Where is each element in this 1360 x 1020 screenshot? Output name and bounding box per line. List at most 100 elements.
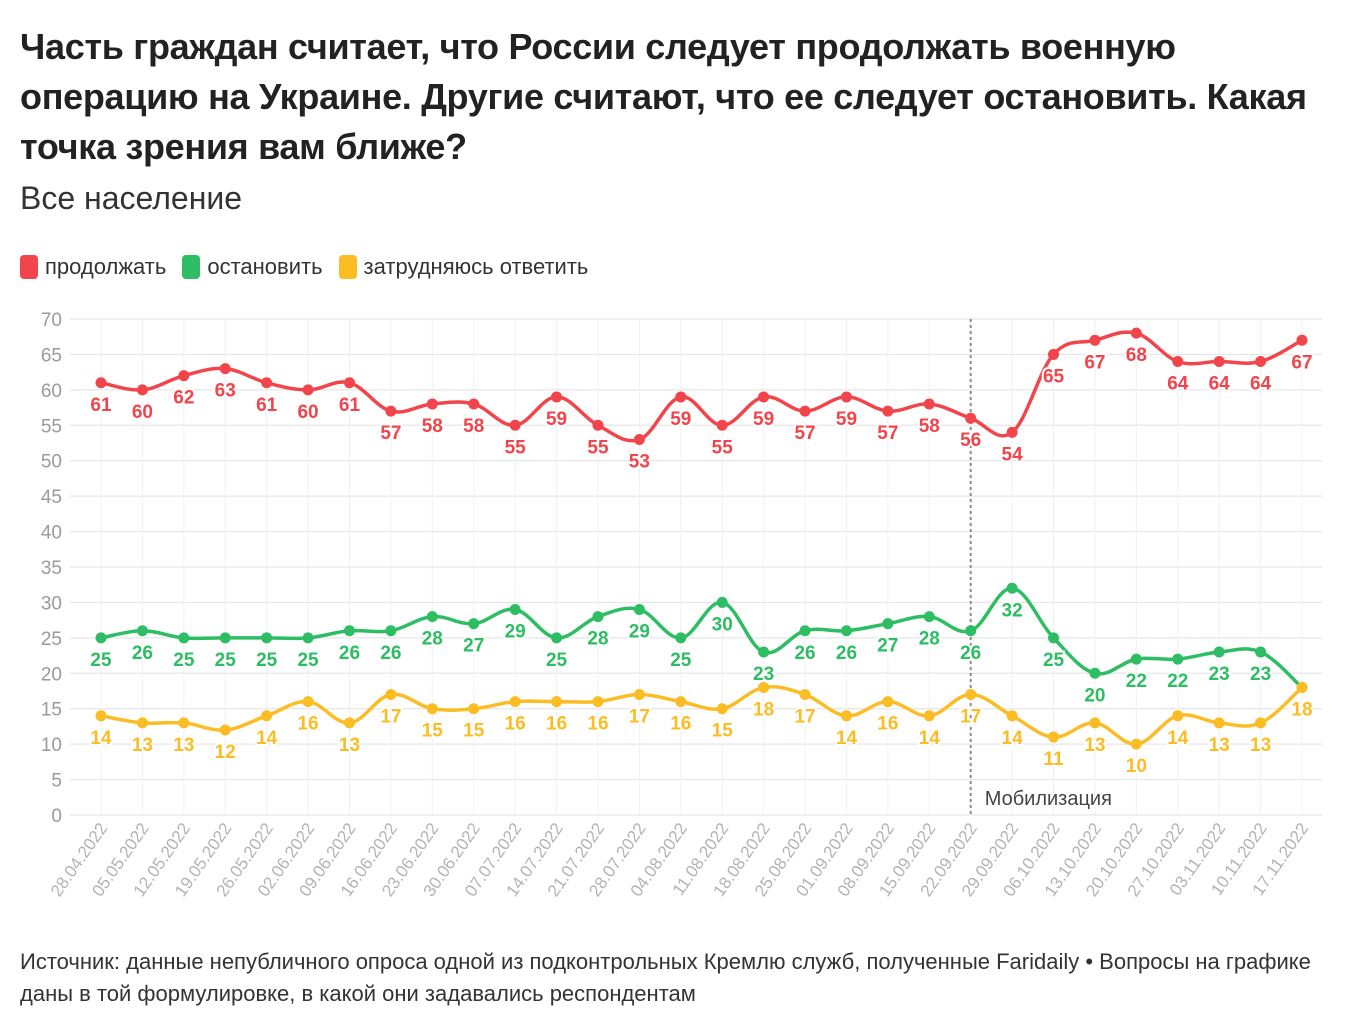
- data-label-continue: 57: [877, 423, 898, 444]
- data-point-undecided: [882, 696, 894, 708]
- data-point-continue: [840, 391, 852, 403]
- data-point-stop: [592, 611, 604, 623]
- data-label-continue: 57: [794, 423, 815, 444]
- data-label-continue: 65: [1043, 366, 1065, 387]
- y-tick-label: 30: [41, 593, 62, 614]
- data-label-undecided: 12: [215, 742, 236, 763]
- data-point-stop: [1089, 667, 1101, 679]
- data-label-undecided: 17: [629, 707, 650, 728]
- data-label-undecided: 16: [505, 714, 526, 735]
- data-label-stop: 26: [132, 643, 153, 664]
- data-point-continue: [178, 370, 190, 382]
- data-label-undecided: 11: [1043, 749, 1064, 770]
- data-point-stop: [426, 611, 438, 623]
- data-label-stop: 25: [215, 650, 237, 671]
- y-tick-label: 5: [51, 771, 62, 792]
- data-label-continue: 67: [1291, 352, 1312, 373]
- data-point-undecided: [219, 724, 231, 736]
- data-point-stop: [302, 632, 314, 644]
- data-point-undecided: [1048, 731, 1060, 743]
- data-label-undecided: 14: [90, 728, 112, 749]
- data-point-undecided: [840, 710, 852, 722]
- data-label-undecided: 18: [753, 699, 774, 720]
- data-point-stop: [882, 618, 894, 630]
- data-label-undecided: 16: [670, 714, 691, 735]
- data-point-stop: [1172, 653, 1184, 665]
- data-point-undecided: [923, 710, 935, 722]
- data-point-continue: [592, 419, 604, 431]
- data-point-undecided: [178, 717, 190, 729]
- data-label-stop: 25: [1043, 650, 1065, 671]
- data-label-continue: 59: [670, 409, 691, 430]
- y-tick-label: 20: [41, 664, 62, 685]
- y-tick-label: 10: [41, 735, 62, 756]
- data-label-undecided: 16: [546, 714, 567, 735]
- data-label-continue: 64: [1209, 374, 1231, 395]
- legend-swatch-stop: [182, 255, 201, 279]
- legend-label-stop: остановить: [207, 254, 323, 279]
- series-stop: 25 26 25 25 25 25 26 26 28 27 29 25 28 29 25 30 23 26 26 27…: [88, 582, 1315, 722]
- data-point-continue: [302, 384, 314, 396]
- data-point-continue: [799, 405, 811, 417]
- data-label-undecided: 13: [132, 735, 153, 756]
- data-point-continue: [1255, 356, 1267, 368]
- data-point-continue: [1296, 334, 1308, 346]
- data-point-stop: [716, 596, 728, 608]
- data-label-undecided: 17: [960, 707, 981, 728]
- data-label-continue: 59: [836, 409, 857, 430]
- chart-subtitle: Все население: [20, 180, 243, 216]
- data-point-continue: [965, 412, 977, 424]
- data-point-continue: [1172, 356, 1184, 368]
- data-point-stop: [923, 611, 935, 623]
- y-tick-label: 25: [41, 629, 62, 650]
- data-point-continue: [551, 391, 563, 403]
- data-point-undecided: [95, 710, 107, 722]
- y-tick-label: 60: [41, 381, 62, 402]
- data-point-stop: [1255, 646, 1267, 658]
- data-point-continue: [1130, 327, 1142, 339]
- data-point-continue: [1089, 334, 1101, 346]
- data-point-continue: [882, 405, 894, 417]
- data-label-stop: 18: [1291, 699, 1312, 720]
- data-label-continue: 59: [546, 409, 567, 430]
- data-point-undecided: [551, 696, 563, 708]
- y-axis: 0 5 10 15 20 25 30 35 40 45 50 55 60 65 70: [41, 310, 62, 827]
- data-label-undecided: 14: [919, 728, 941, 749]
- data-label-undecided: 13: [1250, 735, 1271, 756]
- data-point-undecided: [136, 717, 148, 729]
- data-point-undecided: [1089, 717, 1101, 729]
- y-tick-label: 70: [41, 310, 62, 331]
- data-point-stop: [758, 646, 770, 658]
- line-chart: 0 5 10 15 20 25 30 35 40 45 50 55 60 65 70 28.04.20220…: [41, 310, 1322, 900]
- data-label-stop: 28: [919, 629, 940, 650]
- data-label-undecided: 18: [1291, 699, 1312, 720]
- data-label-undecided: 16: [297, 714, 318, 735]
- data-point-stop: [261, 632, 273, 644]
- y-tick-label: 65: [41, 345, 62, 366]
- data-label-undecided: 10: [1126, 756, 1147, 777]
- data-point-stop: [509, 604, 521, 616]
- data-point-undecided: [675, 696, 687, 708]
- data-label-stop: 27: [463, 636, 484, 657]
- data-label-stop: 29: [505, 622, 526, 643]
- data-label-continue: 61: [90, 395, 112, 416]
- data-point-undecided: [965, 689, 977, 701]
- data-label-continue: 53: [629, 451, 650, 472]
- data-label-stop: 26: [794, 643, 815, 664]
- annotations: Мобилизация: [969, 319, 1112, 815]
- data-point-undecided: [509, 696, 521, 708]
- data-label-continue: 68: [1126, 345, 1147, 366]
- data-label-stop: 25: [90, 650, 112, 671]
- data-label-continue: 55: [712, 437, 734, 458]
- data-label-continue: 60: [297, 402, 318, 423]
- data-point-undecided: [1172, 710, 1184, 722]
- data-label-continue: 58: [422, 416, 443, 437]
- data-point-stop: [1130, 653, 1142, 665]
- data-point-undecided: [1130, 738, 1142, 750]
- data-label-stop: 25: [173, 650, 195, 671]
- series: 61 60 62 63 61 60 61 57 58 58 55 59 55 53 59 55 59 57 59 57…: [88, 327, 1315, 779]
- data-point-undecided: [1296, 681, 1308, 693]
- data-point-stop: [178, 632, 190, 644]
- data-point-stop: [633, 604, 645, 616]
- data-label-continue: 67: [1084, 352, 1105, 373]
